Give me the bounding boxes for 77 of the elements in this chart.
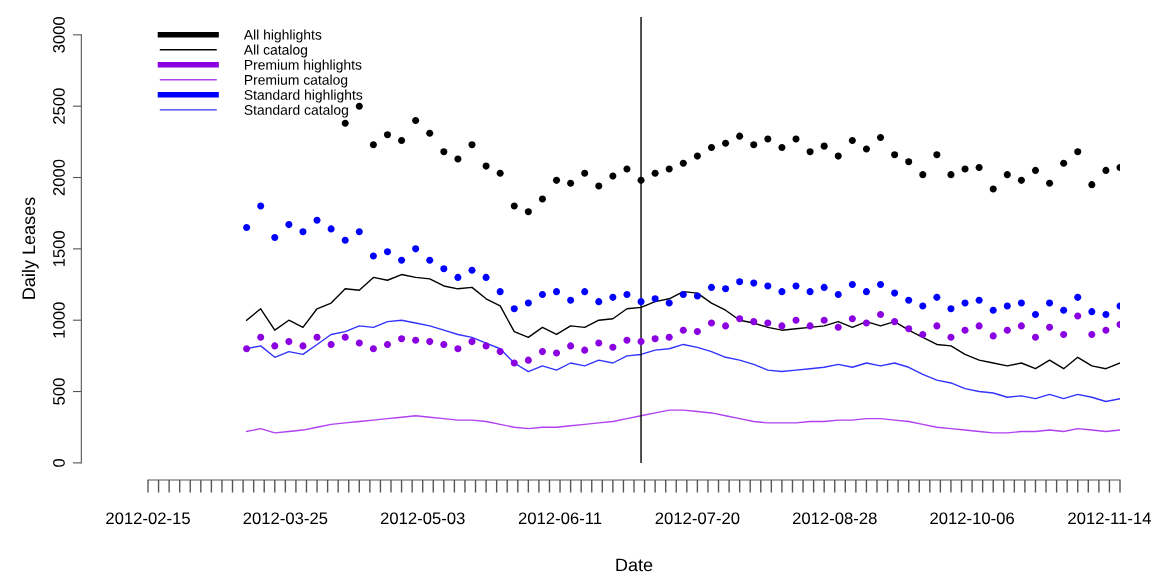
point (454, 155, 462, 163)
point (383, 131, 392, 139)
point (1074, 148, 1082, 156)
x-axis-title: Date (616, 558, 653, 572)
x-tick-label: 2012-10-06 (930, 512, 1014, 525)
point (961, 165, 969, 173)
point (1088, 181, 1096, 189)
point (623, 165, 631, 173)
x-tick-label: 2012-02-15 (106, 512, 190, 525)
point (595, 182, 603, 190)
point (1046, 179, 1054, 187)
y-tick-label: 2500 (53, 88, 65, 124)
point (1017, 176, 1025, 184)
point (426, 129, 434, 137)
point (552, 176, 561, 184)
point (905, 158, 913, 166)
point (496, 169, 504, 177)
point (341, 119, 349, 127)
line-series (245, 409, 1120, 434)
point (679, 159, 687, 167)
point (919, 171, 927, 179)
legend-label: All catalog (243, 44, 308, 58)
point (693, 152, 701, 160)
point (989, 185, 997, 193)
point (764, 135, 772, 143)
point (567, 179, 575, 187)
point (1102, 166, 1110, 174)
point (862, 145, 870, 153)
legend-label: Standard highlights (244, 89, 363, 103)
y-axis-title: Daily Leases (21, 197, 39, 299)
point (510, 202, 518, 210)
legend-label: Premium catalog (244, 74, 348, 88)
point (933, 151, 941, 159)
point (1031, 166, 1040, 174)
y-tick-label: 1000 (53, 302, 65, 338)
y-tick-label: 2000 (53, 159, 65, 196)
x-tick-label: 2012-06-11 (518, 512, 602, 525)
point (482, 162, 490, 170)
y-tick-label: 500 (53, 378, 65, 405)
point (834, 152, 842, 160)
point (412, 116, 420, 124)
point (651, 169, 659, 177)
x-tick-label: 2012-08-28 (792, 512, 877, 525)
point (581, 169, 589, 177)
point (722, 139, 730, 147)
point (848, 136, 856, 144)
legend-label: Premium highlights (244, 59, 362, 73)
point (369, 141, 377, 149)
x-tick-label: 2012-05-03 (380, 512, 465, 525)
y-tick-label: 0 (53, 458, 65, 467)
x-tick-label: 2012-07-20 (655, 512, 740, 525)
y-tick-label: 1500 (53, 230, 65, 267)
point (1003, 171, 1011, 179)
point (538, 195, 546, 203)
point (820, 142, 828, 150)
legend-label: All highlights (243, 29, 322, 43)
x-tick-label: 2012-03-25 (243, 512, 328, 525)
x-tick-label: 2012-11-14 (1068, 512, 1151, 525)
point (947, 171, 955, 179)
point (637, 176, 645, 184)
point (1060, 159, 1068, 167)
point (665, 165, 673, 173)
point (778, 144, 786, 152)
point (975, 163, 983, 172)
point (891, 151, 899, 159)
point (524, 208, 532, 216)
point (736, 132, 744, 140)
point (468, 141, 476, 149)
point (750, 141, 758, 149)
y-tick-label: 3000 (53, 16, 65, 53)
point (440, 148, 448, 156)
point (398, 136, 406, 144)
point (609, 172, 617, 180)
legend-label: Standard catalog (244, 104, 348, 118)
point (806, 148, 814, 156)
point (707, 144, 716, 152)
point (876, 134, 885, 142)
